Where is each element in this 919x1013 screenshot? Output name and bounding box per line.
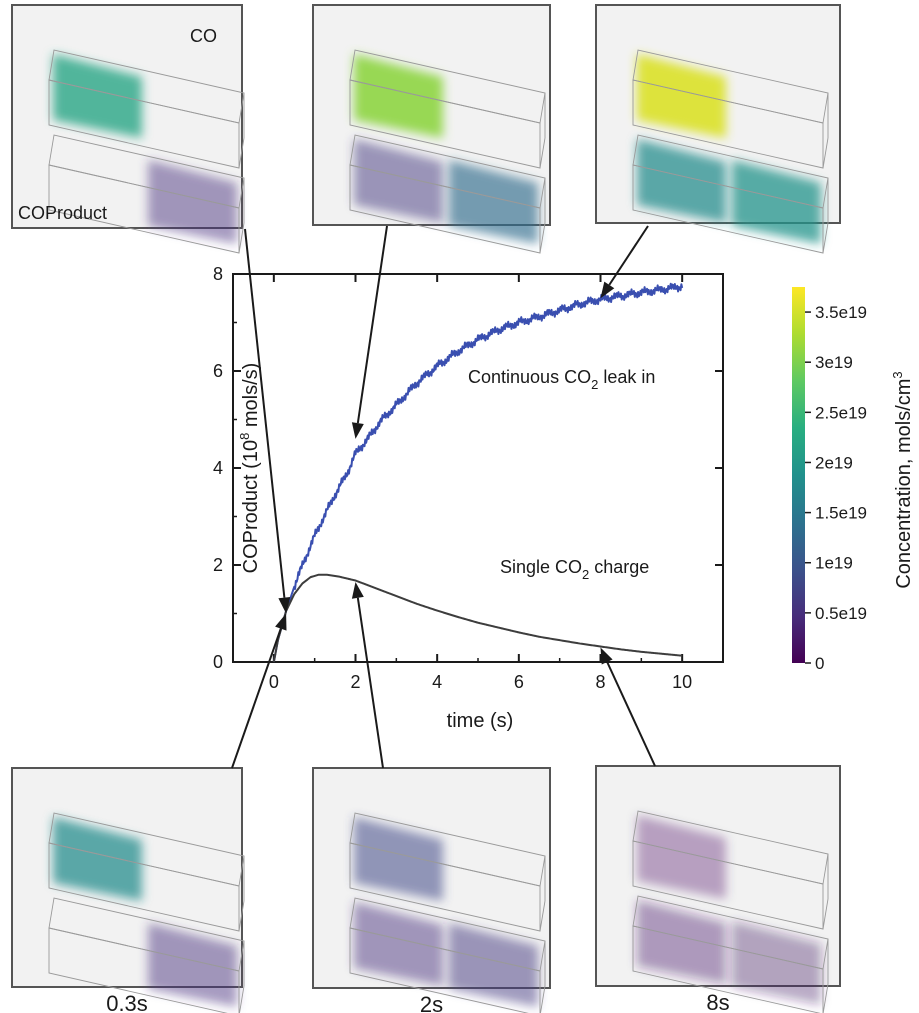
main-plot: 0 2 4 6 8 10 0 2 4 6 8 Continuous CO2 leak in Sing… [213, 264, 724, 732]
co-box-edge [539, 900, 546, 932]
arrow-bottom-2s [351, 582, 384, 769]
y-tick-label: 0 [213, 652, 223, 672]
coproduct-box-edge [822, 222, 829, 254]
snapshot-panel-top-2s [312, 4, 551, 254]
colorbar-tick-label: 2.5e19 [815, 403, 867, 422]
x-tick-label: 0 [269, 672, 279, 692]
arrow-shaft [356, 225, 388, 424]
arrow-shaft [606, 661, 656, 767]
y-tick-label: 6 [213, 361, 223, 381]
coproduct-volume-right [732, 921, 821, 1005]
co-box-edge [238, 900, 245, 932]
colorbar-tick-label: 2e19 [815, 453, 853, 472]
colorbar-tick-label: 0.5e19 [815, 604, 867, 623]
co-volume [354, 54, 443, 138]
co-box-edge [539, 137, 546, 169]
arrow-head [600, 281, 615, 299]
arrow-shaft [356, 597, 384, 769]
snapshot-panel-bottom-8s: 8s [595, 765, 841, 1013]
y-tick-label: 4 [213, 458, 223, 478]
y-axis-title: COProduct (108 mols/s) [237, 363, 262, 574]
coproduct-box-edge [540, 985, 546, 1013]
series-label-continuous: Continuous CO2 leak in [468, 367, 655, 392]
arrow-shaft [608, 225, 649, 286]
series-line-continuous [272, 282, 684, 663]
x-tick-label: 4 [432, 672, 442, 692]
arrow-top-0.3s [244, 228, 291, 614]
colorbar-tick-label: 1.5e19 [815, 504, 867, 523]
co-volume [53, 817, 142, 901]
colorbar-title: Concentration, mols/cm3 [890, 371, 915, 588]
co-box-edge [238, 137, 245, 169]
arrow-top-8s [600, 225, 649, 299]
arrow-shaft [231, 628, 282, 769]
coproduct-box-front-face [632, 925, 824, 1013]
co-volume [354, 817, 443, 901]
co-box-edge [822, 898, 829, 930]
coproduct-volume-right [449, 923, 538, 1007]
coproduct-box-edge [238, 222, 245, 254]
axis-ticks: 0 2 4 6 8 10 0 2 4 6 8 [213, 264, 724, 692]
plot-frame [232, 273, 724, 663]
series-label-single: Single CO2 charge [500, 557, 649, 582]
arrow-shaft [244, 228, 286, 598]
snapshot-panel-bottom-2s: 2s [312, 767, 551, 1013]
co-box-edge [822, 137, 829, 169]
coproduct-box-edge [822, 983, 829, 1013]
colorbar-tick-label: 1e19 [815, 554, 853, 573]
coproduct-volume-right [732, 160, 821, 244]
snapshot-panel-top-8s [595, 4, 841, 254]
x-axis-title: time (s) [447, 710, 514, 732]
time-label: 8s [706, 990, 729, 1013]
colorbar-gradient [792, 287, 805, 663]
snapshot-panel-top-0.3s: CO COProduct [11, 4, 245, 254]
arrow-bottom-0.3s [231, 613, 287, 769]
arrow-top-2s [351, 225, 388, 439]
arrows [231, 225, 656, 769]
arrow-bottom-8s [600, 647, 656, 767]
coproduct-box-edge [539, 222, 546, 254]
coproduct-volume-right [148, 923, 237, 1007]
co-volume [637, 54, 726, 138]
y-tick-label: 8 [213, 264, 223, 284]
y-tick-label: 2 [213, 555, 223, 575]
coproduct-box-edge [239, 985, 245, 1013]
colorbar-tick-label: 3.5e19 [815, 303, 867, 322]
coproduct-volume-left [637, 139, 726, 223]
x-tick-label: 8 [595, 672, 605, 692]
coproduct-volume-left [354, 902, 443, 986]
time-label: 0.3s [106, 991, 148, 1013]
arrow-head [351, 582, 364, 599]
colorbar: 0 0.5e19 1e19 1.5e19 2e19 2.5e19 3e19 3.5e19 Co… [792, 287, 915, 673]
colorbar-tick-label: 0 [815, 654, 824, 673]
coproduct-box-front-face [349, 927, 541, 1013]
colorbar-ticks: 0 0.5e19 1e19 1.5e19 2e19 2.5e19 3e19 3.5e19 [805, 303, 867, 673]
arrow-head [600, 647, 613, 665]
x-tick-label: 10 [672, 672, 692, 692]
coproduct-box-front-face [48, 927, 240, 1013]
x-tick-label: 2 [350, 672, 360, 692]
arrow-head [351, 422, 364, 439]
arrow-head [278, 597, 291, 614]
series-layer [272, 282, 684, 663]
coproduct-volume-right [449, 160, 538, 244]
coproduct-volume-left [354, 139, 443, 223]
panel-label-coproduct: COProduct [18, 203, 107, 223]
snapshot-panel-bottom-0.3s: 0.3s [11, 767, 245, 1013]
coproduct-volume-left [637, 900, 726, 984]
co-volume [637, 815, 726, 899]
co-volume [53, 54, 142, 138]
colorbar-tick-label: 3e19 [815, 353, 853, 372]
coproduct-volume-right [148, 160, 237, 244]
snapshot-panels: CO COProduct 0.3s 2s 8s [11, 4, 841, 1013]
panel-label-co: CO [190, 26, 217, 46]
time-label: 2s [420, 992, 443, 1013]
x-tick-label: 6 [514, 672, 524, 692]
series-line-single [272, 573, 683, 663]
arrow-head [275, 613, 287, 631]
